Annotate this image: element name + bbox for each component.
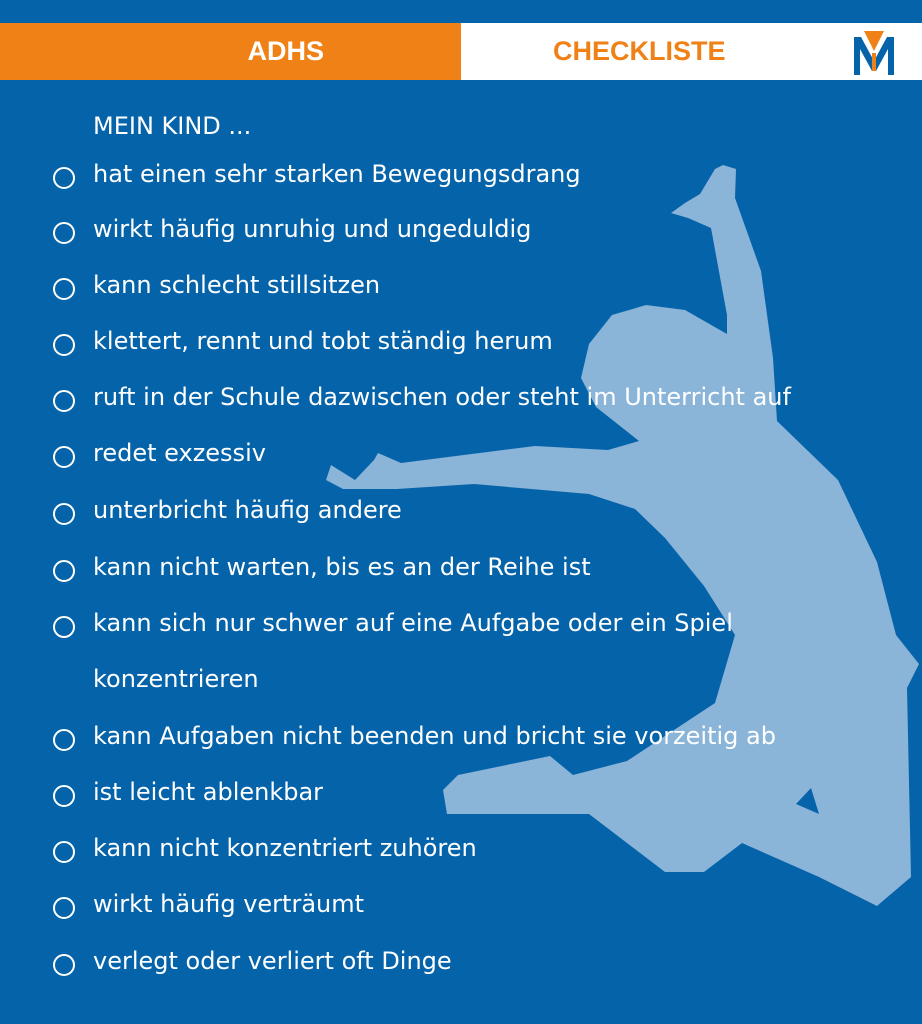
checklist-item-text: wirkt häufig verträumt	[93, 890, 365, 918]
checkbox-circle-icon[interactable]	[53, 334, 75, 356]
checklist-item-text: wirkt häufig unruhig und ungeduldig	[93, 215, 532, 243]
checklist-item-text: ist leicht ablenkbar	[93, 778, 324, 806]
checkbox-circle-icon[interactable]	[53, 729, 75, 751]
checkbox-circle-icon[interactable]	[53, 560, 75, 582]
checklist-item[interactable]: kann schlecht stillsitzen	[0, 269, 922, 309]
checkbox-circle-icon[interactable]	[53, 897, 75, 919]
checkbox-circle-icon[interactable]	[53, 785, 75, 807]
checklist-item[interactable]: kann nicht warten, bis es an der Reihe i…	[0, 551, 922, 591]
logo-icon	[854, 31, 894, 75]
checklist-item-text: kann schlecht stillsitzen	[93, 271, 381, 299]
checkbox-circle-icon[interactable]	[53, 954, 75, 976]
checklist-intro: MEIN KIND ...	[93, 112, 252, 140]
checklist-item-text-continued: konzentrieren	[93, 665, 259, 693]
header-title-adhs: ADHS	[247, 36, 324, 66]
header-title-checkliste: CHECKLISTE	[553, 36, 726, 66]
checklist-item-text: kann Aufgaben nicht beenden und bricht s…	[93, 722, 776, 750]
checklist-item[interactable]: wirkt häufig unruhig und ungeduldig	[0, 213, 922, 253]
header-left-panel: ADHS	[0, 23, 461, 80]
checkbox-circle-icon[interactable]	[53, 222, 75, 244]
checkbox-circle-icon[interactable]	[53, 390, 75, 412]
checklist-item-text: verlegt oder verliert oft Dinge	[93, 947, 452, 975]
checklist-item[interactable]: ruft in der Schule dazwischen oder steht…	[0, 381, 922, 421]
checklist-item-text: kann nicht warten, bis es an der Reihe i…	[93, 553, 591, 581]
checklist-item[interactable]: redet exzessiv	[0, 437, 922, 477]
checklist-item[interactable]: kann nicht konzentriert zuhören	[0, 832, 922, 872]
checklist-item-text: kann nicht konzentriert zuhören	[93, 834, 477, 862]
checklist-item-text: klettert, rennt und tobt ständig herum	[93, 327, 553, 355]
checklist-item-text: hat einen sehr starken Bewegungsdrang	[93, 160, 581, 188]
checkbox-circle-icon[interactable]	[53, 616, 75, 638]
checklist-item-text: unterbricht häufig andere	[93, 496, 402, 524]
checklist-item-text: ruft in der Schule dazwischen oder steht…	[93, 383, 791, 411]
checkbox-circle-icon[interactable]	[53, 503, 75, 525]
checklist-item[interactable]: unterbricht häufig andere	[0, 494, 922, 534]
header-bar: ADHS CHECKLISTE	[0, 23, 922, 80]
checklist-item-text: kann sich nur schwer auf eine Aufgabe od…	[93, 609, 733, 637]
checklist-item[interactable]: klettert, rennt und tobt ständig herum	[0, 325, 922, 365]
checkbox-circle-icon[interactable]	[53, 167, 75, 189]
checkbox-circle-icon[interactable]	[53, 446, 75, 468]
checklist-item[interactable]: kann Aufgaben nicht beenden und bricht s…	[0, 720, 922, 760]
checkbox-circle-icon[interactable]	[53, 841, 75, 863]
checklist-item[interactable]: wirkt häufig verträumt	[0, 888, 922, 928]
checkbox-circle-icon[interactable]	[53, 278, 75, 300]
checklist-item[interactable]: hat einen sehr starken Bewegungsdrang	[0, 158, 922, 198]
header-right-panel: CHECKLISTE	[461, 23, 922, 80]
checklist-item[interactable]: verlegt oder verliert oft Dinge	[0, 945, 922, 985]
checklist-item[interactable]: kann sich nur schwer auf eine Aufgabe od…	[0, 607, 922, 647]
checklist-item[interactable]: ist leicht ablenkbar	[0, 776, 922, 816]
checklist-item-continuation: konzentrieren	[0, 663, 922, 703]
checklist-item-text: redet exzessiv	[93, 439, 266, 467]
